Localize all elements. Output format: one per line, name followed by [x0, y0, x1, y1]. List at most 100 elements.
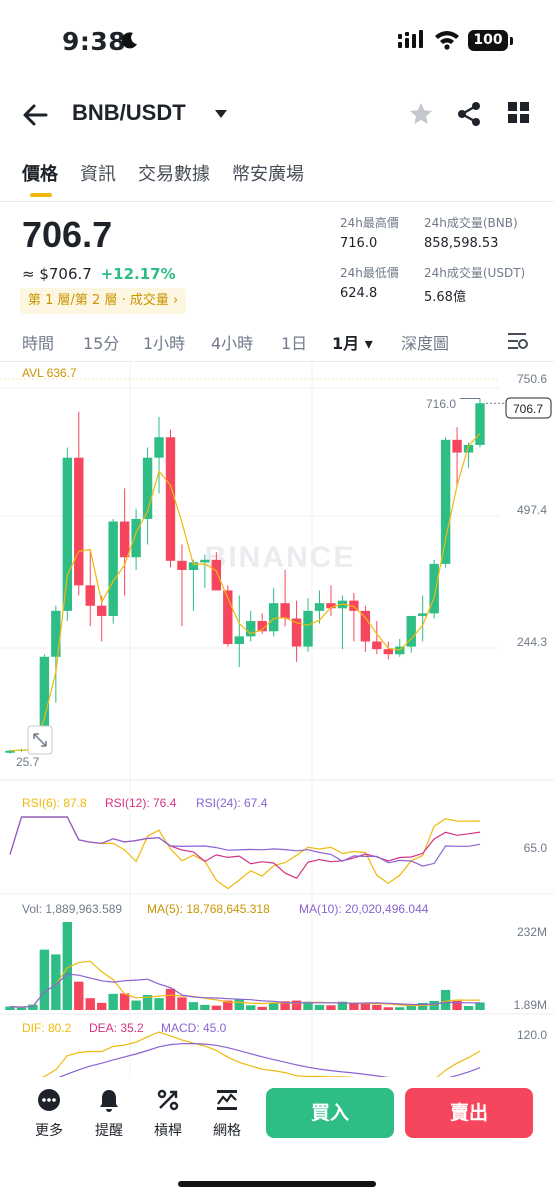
volume-bar: [154, 998, 164, 1010]
current-price-tag: 706.7: [505, 397, 552, 419]
volume-bar: [303, 1001, 313, 1010]
tf-4h[interactable]: 4小時: [211, 334, 254, 353]
candle-body: [314, 603, 325, 611]
trading-pair-title[interactable]: BNB/USDT: [72, 100, 186, 125]
candle-body: [177, 560, 187, 570]
more-action[interactable]: 更多: [29, 1088, 69, 1140]
ma-line: [9, 433, 481, 752]
candle-body: [154, 437, 164, 458]
volume-label: Vol: 1,889,963.589: [22, 902, 122, 916]
volume-bar: [372, 1004, 382, 1010]
caret-down-icon[interactable]: [214, 109, 228, 119]
candle-body: [280, 603, 290, 619]
share-icon[interactable]: [457, 101, 481, 127]
leverage-action[interactable]: 槓桿: [148, 1088, 188, 1140]
min-price-label: 25.7: [16, 755, 40, 769]
star-icon[interactable]: [408, 101, 434, 127]
volume-bar: [349, 1002, 359, 1010]
rsi6-label: RSI(6): 87.8: [22, 796, 87, 810]
candle-body: [200, 559, 210, 563]
stat-low-label: 24h最低價: [340, 266, 399, 280]
back-arrow-icon[interactable]: [22, 102, 48, 128]
volume-bar: [314, 1004, 325, 1010]
candle-body: [211, 559, 222, 591]
candle-body: [303, 610, 313, 647]
tab-price[interactable]: 價格: [22, 160, 58, 200]
volume-bar: [326, 1005, 336, 1010]
tf-1d[interactable]: 1日: [281, 334, 308, 353]
candle-body: [85, 585, 95, 606]
candle-body: [223, 590, 233, 645]
tf-1h[interactable]: 1小時: [143, 334, 186, 353]
candle-body: [326, 603, 336, 609]
volume-bar: [395, 1007, 405, 1010]
chart-settings-icon[interactable]: [508, 332, 528, 350]
stat-high-value: 716.0: [340, 236, 378, 251]
volume-bar: [5, 1006, 15, 1010]
candlestick-chart[interactable]: BINANCE AVL 636.7 750.6 497.4 244.3 25.7…: [0, 362, 554, 1077]
tf-1month[interactable]: 1月 ▾: [332, 334, 373, 353]
more-icon: [38, 1089, 60, 1111]
depth-layer-selector[interactable]: 第 1 層/第 2 層 · 成交量 ›: [20, 288, 187, 314]
candle-body: [440, 439, 451, 564]
tf-depth[interactable]: 深度圖: [401, 334, 450, 353]
rsi24-line: [9, 816, 481, 867]
macd-dea-line: [58, 1042, 481, 1077]
volume-bar: [268, 1002, 279, 1010]
volume-bar: [463, 1006, 474, 1010]
tab-trading-data[interactable]: 交易數據: [138, 164, 210, 185]
tab-info[interactable]: 資訊: [80, 164, 116, 185]
price-change-percent: +12.17%: [100, 265, 176, 283]
tabs-divider: [0, 201, 554, 202]
volume-ma5-label: MA(5): 18,768,645.318: [147, 902, 270, 916]
candle-body: [268, 603, 279, 632]
wifi-icon: [435, 31, 459, 50]
volume-bar: [475, 1002, 485, 1010]
fiat-price: ≈ $706.7: [22, 265, 92, 283]
rsi24-label: RSI(24): 67.4: [196, 796, 268, 810]
max-price-marker: [460, 397, 504, 404]
volume-bars: [5, 922, 485, 1010]
home-indicator: [178, 1181, 376, 1187]
info-tabs: 價格 資訊 交易數據 幣安廣場: [22, 160, 304, 200]
fiat-price-row: ≈ $706.7 +12.17%: [22, 265, 176, 283]
max-price-label: 716.0: [426, 397, 456, 411]
rsi12-label: RSI(12): 76.4: [105, 796, 177, 810]
last-price: 706.7: [22, 214, 113, 255]
sell-button[interactable]: 賣出: [405, 1088, 533, 1138]
candle-body: [257, 621, 267, 632]
chart-grid: [0, 362, 500, 1077]
rsi12-line: [9, 816, 481, 879]
candle-body: [131, 518, 141, 558]
alert-action[interactable]: 提醒: [89, 1088, 129, 1140]
battery-indicator: 100: [468, 30, 508, 51]
header: BNB/USDT: [0, 96, 554, 136]
macd-dif-line: [41, 1031, 481, 1077]
candle-body: [452, 439, 462, 453]
candle-body: [74, 457, 84, 586]
volume-bar: [452, 1000, 462, 1010]
volume-bar: [177, 997, 187, 1010]
grid-action[interactable]: 網格: [207, 1088, 247, 1140]
volume-bar: [406, 1005, 416, 1010]
tab-price-label: 價格: [22, 164, 58, 185]
volume-bar: [119, 993, 130, 1010]
avl-label: AVL 636.7: [22, 366, 77, 380]
volume-bar: [360, 1002, 371, 1010]
candle-body: [349, 600, 359, 611]
status-bar: 9:38 100: [0, 0, 554, 84]
volume-bar: [383, 1007, 393, 1010]
volume-bar: [108, 993, 118, 1010]
volume-axis-top: 232M: [517, 925, 547, 939]
tf-time[interactable]: 時間: [22, 334, 55, 353]
layout-grid-icon[interactable]: [508, 102, 530, 124]
buy-button[interactable]: 買入: [266, 1088, 394, 1138]
volume-axis-bottom: 1.89M: [514, 998, 547, 1012]
stat-vol-bnb-value: 858,598.53: [424, 236, 499, 251]
tab-binance-square[interactable]: 幣安廣場: [232, 164, 304, 185]
zoom-icon[interactable]: [27, 725, 53, 755]
candle-body: [417, 613, 428, 616]
tf-15m[interactable]: 15分: [83, 334, 120, 353]
alert-label: 提醒: [95, 1123, 123, 1139]
candle-body: [108, 521, 118, 616]
